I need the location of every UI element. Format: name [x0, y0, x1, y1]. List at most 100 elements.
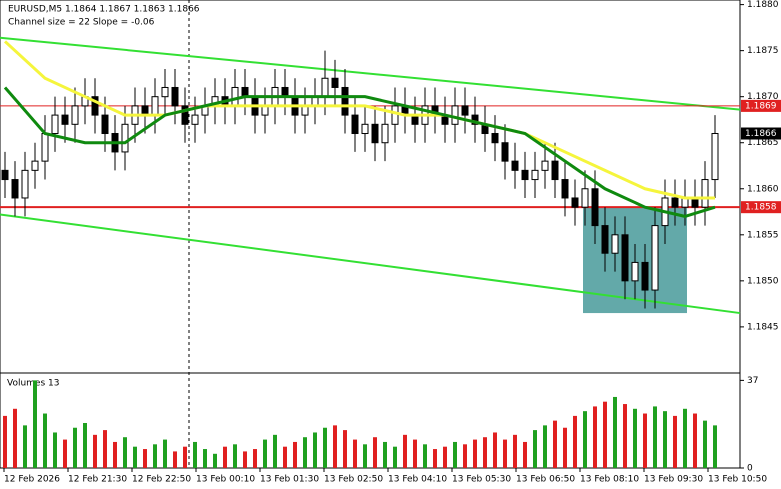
candle-body: [471, 114, 479, 125]
volume-bar: [163, 439, 167, 468]
candle-body: [351, 114, 359, 135]
y-tick-label: 1.1875: [747, 46, 779, 56]
volume-bar: [213, 453, 217, 468]
candle-body: [51, 114, 59, 135]
volume-bar: [133, 446, 137, 468]
x-tick-label: 13 Feb 02:50: [324, 475, 383, 485]
volume-bar: [113, 441, 117, 468]
volume-bar: [443, 446, 447, 468]
volume-bar: [13, 408, 17, 468]
channel-lower: [0, 213, 741, 315]
volume-bar: [383, 441, 387, 468]
volume-bar: [153, 444, 157, 468]
volume-bar: [63, 439, 67, 468]
price-label-box: [741, 99, 781, 112]
volume-bar: [343, 430, 347, 468]
candle-body: [331, 77, 339, 88]
price-label-box: [741, 201, 781, 214]
volume-bar: [413, 439, 417, 468]
y-tick-label: 1.1880: [747, 0, 779, 10]
candle-body: [11, 179, 19, 199]
volume-bar: [233, 444, 237, 468]
candle-body: [1, 169, 9, 181]
candle-body: [451, 105, 459, 125]
x-tick-label: 13 Feb 01:30: [260, 475, 319, 485]
volume-bar: [183, 446, 187, 468]
x-tick-label: 13 Feb 09:30: [644, 475, 703, 485]
candle-body: [531, 169, 539, 181]
volume-bar: [543, 425, 547, 468]
volume-bar: [173, 451, 177, 468]
candle-body: [701, 179, 709, 208]
volume-bar: [83, 423, 87, 468]
volume-bar: [293, 441, 297, 468]
volume-bar: [323, 427, 327, 468]
candle-body: [541, 160, 549, 171]
candle-body: [341, 86, 349, 116]
volume-bar: [433, 449, 437, 468]
candle-body: [231, 86, 239, 107]
volume-bar: [393, 446, 397, 468]
price-label: 1.1866: [745, 129, 777, 139]
volume-bar: [643, 413, 647, 468]
volume-bar: [73, 427, 77, 468]
moving-average: [3, 86, 716, 218]
volume-bar: [143, 449, 147, 468]
volume-bar: [313, 432, 317, 468]
candle-body: [21, 169, 29, 199]
candle-body: [601, 225, 609, 254]
candle-body: [581, 188, 589, 208]
volume-bar: [583, 411, 587, 468]
x-tick-label: 13 Feb 05:30: [452, 475, 511, 485]
volume-bar: [123, 437, 127, 468]
candle-body: [551, 160, 559, 181]
volume-bar: [663, 411, 667, 468]
channel-upper: [0, 36, 741, 111]
volume-bar: [513, 434, 517, 468]
volume-bar: [333, 425, 337, 468]
candle-body: [711, 133, 719, 181]
x-tick-label: 13 Feb 08:10: [580, 475, 639, 485]
volume-bar: [23, 425, 27, 468]
candle-body: [101, 114, 109, 135]
volume-bar: [463, 444, 467, 468]
volume-bar: [303, 437, 307, 468]
volume-bar: [223, 446, 227, 468]
candle-body: [151, 96, 159, 116]
volume-bar: [273, 434, 277, 468]
volume-bar: [363, 444, 367, 468]
volume-bar: [563, 427, 567, 468]
candle-body: [191, 114, 199, 125]
volume-bar: [103, 430, 107, 468]
volume-bar: [423, 444, 427, 468]
volume-bar: [573, 415, 577, 468]
candle-body: [641, 261, 649, 291]
volume-bar: [373, 437, 377, 468]
y-tick-label: 1.1870: [747, 92, 779, 102]
v-tick-label: 37: [747, 376, 758, 386]
volume-bar: [623, 404, 627, 468]
volume-bar: [523, 441, 527, 468]
volume-bar: [53, 432, 57, 468]
candle-body: [521, 169, 529, 181]
volume-bar: [593, 406, 597, 468]
candle-body: [41, 133, 49, 162]
candle-body: [501, 142, 509, 162]
x-tick-label: 13 Feb 06:50: [516, 475, 575, 485]
volume-bar: [493, 432, 497, 468]
volume-bar: [263, 439, 267, 468]
moving-average: [3, 40, 715, 200]
volume-bar: [3, 415, 7, 468]
candle-body: [171, 86, 179, 107]
price-label-box: [741, 127, 781, 140]
candle-body: [321, 77, 329, 98]
volume-bar: [33, 380, 37, 468]
candle-body: [371, 123, 379, 144]
volume-bar: [453, 441, 457, 468]
x-tick-label: 12 Feb 2026: [4, 475, 60, 485]
x-tick-label: 13 Feb 00:10: [196, 475, 255, 485]
x-tick-label: 13 Feb 04:10: [388, 475, 447, 485]
candle-body: [91, 96, 99, 116]
candle-body: [591, 188, 599, 227]
x-tick-label: 12 Feb 22:50: [132, 475, 191, 485]
